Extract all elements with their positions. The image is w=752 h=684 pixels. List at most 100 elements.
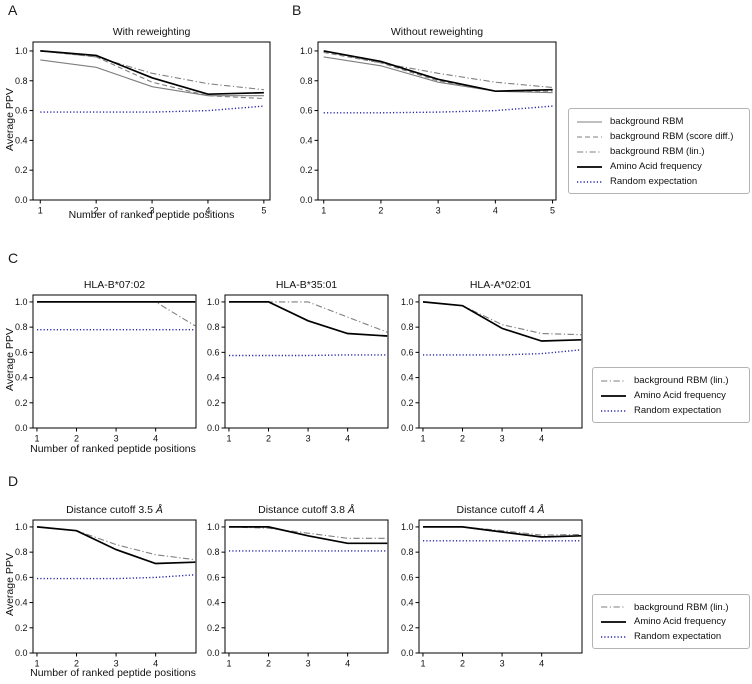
- legend-entry: Random expectation: [600, 403, 743, 418]
- legend-entry: Random expectation: [576, 174, 743, 189]
- svg-text:3: 3: [436, 206, 441, 216]
- svg-text:1: 1: [420, 659, 425, 669]
- svg-text:3: 3: [306, 434, 311, 444]
- chart-hla-b0702: 1 2 3 4 0.0 0.2 0.4 0.6 0.8 1.0: [15, 294, 197, 444]
- svg-text:3: 3: [306, 659, 311, 669]
- chart-without-reweighting: 1 2 3 4 5 0.0 0.2 0.4 0.6 0.8 1.0: [300, 41, 557, 216]
- svg-text:3: 3: [500, 659, 505, 669]
- legend-entry-label: background RBM: [610, 116, 684, 127]
- svg-text:2: 2: [460, 434, 465, 444]
- chart-title-cutoff-4: Distance cutoff 4 Å: [419, 504, 582, 516]
- svg-text:0.6: 0.6: [300, 106, 313, 116]
- svg-text:0.8: 0.8: [15, 322, 28, 332]
- svg-text:0.8: 0.8: [401, 322, 414, 332]
- chart-title-italic: Å: [155, 504, 163, 516]
- svg-text:0.8: 0.8: [300, 76, 313, 86]
- svg-text:0.0: 0.0: [401, 648, 414, 658]
- svg-text:4: 4: [153, 434, 158, 444]
- svg-text:0.6: 0.6: [207, 347, 220, 357]
- chart-title-text: HLA-A*02:01: [469, 279, 532, 291]
- svg-text:0.4: 0.4: [300, 135, 313, 145]
- chart-title-text: Without reweighting: [390, 26, 484, 38]
- legend-entry: background RBM (lin.): [576, 144, 743, 159]
- svg-text:1: 1: [226, 434, 231, 444]
- svg-text:0.2: 0.2: [207, 398, 220, 408]
- svg-text:3: 3: [114, 659, 119, 669]
- legend-panel-d: background RBM (lin.) Amino Acid frequen…: [592, 594, 750, 649]
- chart-with-reweighting: 1 2 3 4 5 0.0 0.2 0.4 0.6 0.8 1.0: [15, 41, 271, 216]
- line-sample-gray-dashdot-icon: [601, 606, 626, 608]
- chart-title-italic: Å: [347, 504, 355, 516]
- x-axis-label-c: Number of ranked peptide positions: [30, 443, 196, 455]
- legend-entry-label: Random expectation: [634, 405, 722, 416]
- y-axis-label-ab: Average PPV: [4, 88, 16, 151]
- line-sample-blue-dotted-icon: [601, 635, 626, 638]
- chart-title-without-reweighting: Without reweighting: [318, 26, 556, 38]
- svg-text:0.6: 0.6: [15, 572, 28, 582]
- svg-text:0.0: 0.0: [207, 423, 220, 433]
- svg-text:0.0: 0.0: [15, 648, 28, 658]
- y-axis-label-d: Average PPV: [4, 553, 16, 616]
- svg-text:0.6: 0.6: [15, 347, 28, 357]
- svg-text:0.4: 0.4: [401, 598, 414, 608]
- legend-entry: Random expectation: [600, 629, 743, 644]
- svg-text:0.2: 0.2: [207, 623, 220, 633]
- svg-text:0.4: 0.4: [15, 598, 28, 608]
- svg-text:1.0: 1.0: [401, 297, 414, 307]
- svg-text:2: 2: [378, 206, 383, 216]
- legend-entry: Amino Acid frequency: [600, 615, 743, 630]
- svg-text:1.0: 1.0: [207, 522, 220, 532]
- chart-title-italic: Å: [537, 504, 545, 516]
- chart-title-text: HLA-B*07:02: [83, 279, 146, 291]
- svg-text:2: 2: [94, 206, 99, 216]
- svg-text:2: 2: [74, 659, 79, 669]
- svg-text:1: 1: [34, 659, 39, 669]
- svg-text:0.4: 0.4: [401, 373, 414, 383]
- svg-text:1: 1: [420, 434, 425, 444]
- chart-title-cutoff-3-8: Distance cutoff 3.8 Å: [225, 504, 388, 516]
- line-sample-black-solid-icon: [577, 165, 602, 168]
- svg-text:0.2: 0.2: [15, 398, 28, 408]
- legend-entry-label: background RBM (score diff.): [610, 131, 734, 142]
- chart-cutoff-4: 1 2 3 4 0.0 0.2 0.4 0.6 0.8 1.0: [401, 519, 583, 669]
- svg-text:1: 1: [226, 659, 231, 669]
- x-axis-label-d: Number of ranked peptide positions: [30, 667, 196, 679]
- panel-label-c: C: [8, 250, 19, 266]
- svg-text:0.8: 0.8: [401, 547, 414, 557]
- svg-text:0.0: 0.0: [300, 195, 313, 205]
- panel-label-a: A: [8, 2, 18, 18]
- line-sample-gray-dashed-icon: [577, 135, 602, 138]
- chart-cutoff-3-5: 1 2 3 4 0.0 0.2 0.4 0.6 0.8 1.0: [15, 519, 197, 669]
- legend-entry-label: Amino Acid frequency: [610, 161, 702, 172]
- legend-entry: background RBM (lin.): [600, 373, 743, 388]
- line-sample-black-solid-icon: [601, 394, 626, 397]
- chart-title-with-reweighting: With reweighting: [33, 26, 270, 38]
- line-sample-blue-dotted-icon: [601, 409, 626, 412]
- legend-entry-label: Amino Acid frequency: [634, 390, 726, 401]
- chart-hla-a0201: 1 2 3 4 0.0 0.2 0.4 0.6 0.8 1.0: [401, 294, 583, 444]
- legend-entry-label: background RBM (lin.): [634, 601, 729, 613]
- line-sample-gray-solid-icon: [577, 120, 602, 123]
- svg-text:1.0: 1.0: [15, 46, 28, 56]
- legend-entry: Amino Acid frequency: [576, 159, 743, 174]
- x-axis-label-ab: Number of ranked peptide positions: [68, 209, 235, 221]
- svg-text:0.6: 0.6: [401, 572, 414, 582]
- svg-text:1.0: 1.0: [401, 522, 414, 532]
- svg-text:0.8: 0.8: [15, 547, 28, 557]
- legend-entry: background RBM (score diff.): [576, 129, 743, 144]
- legend-entry-label: Random expectation: [610, 176, 698, 187]
- svg-text:5: 5: [550, 206, 555, 216]
- svg-text:1.0: 1.0: [15, 297, 28, 307]
- svg-text:0.4: 0.4: [15, 135, 28, 145]
- legend-entry: background RBM: [576, 114, 743, 129]
- svg-text:0.4: 0.4: [207, 598, 220, 608]
- svg-text:5: 5: [261, 206, 266, 216]
- svg-text:4: 4: [153, 659, 158, 669]
- chart-title-hla-a0201: HLA-A*02:01: [419, 279, 582, 291]
- legend-entry-label: background RBM (lin.): [634, 375, 729, 386]
- svg-text:0.2: 0.2: [15, 623, 28, 633]
- line-sample-gray-dashdot-icon: [601, 379, 626, 382]
- legend-entry-label: Random expectation: [634, 631, 722, 643]
- svg-text:4: 4: [493, 206, 498, 216]
- svg-text:0.8: 0.8: [15, 76, 28, 86]
